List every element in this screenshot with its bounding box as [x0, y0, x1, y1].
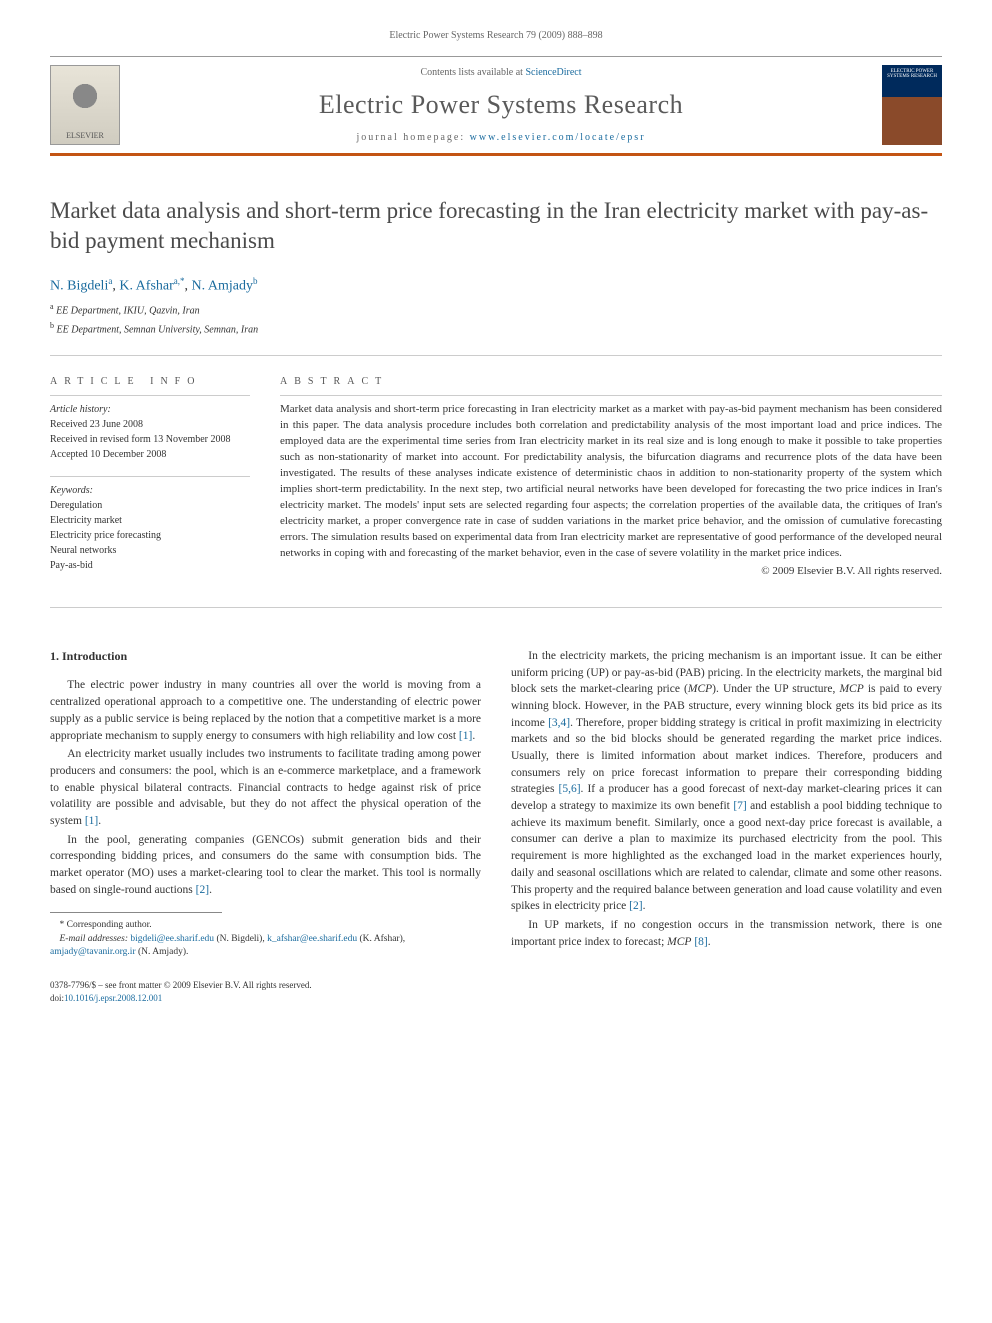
journal-cover-thumbnail: ELECTRIC POWER SYSTEMS RESEARCH — [882, 65, 942, 145]
contents-prefix: Contents lists available at — [420, 67, 525, 78]
body-columns: 1. Introduction The electric power indus… — [50, 648, 942, 959]
journal-footer: 0378-7796/$ – see front matter © 2009 El… — [50, 979, 942, 1004]
author-list: N. Bigdelia, K. Afshara,*, N. Amjadyb — [50, 276, 942, 295]
p5-mcp: MCP — [667, 936, 691, 948]
keywords-block: Keywords: Deregulation Electricity marke… — [50, 476, 250, 573]
keyword-5: Pay-as-bid — [50, 558, 250, 573]
journal-homepage: journal homepage: www.elsevier.com/locat… — [120, 132, 882, 143]
divider — [50, 355, 942, 356]
running-header: Electric Power Systems Research 79 (2009… — [50, 30, 942, 41]
aff-b-text: EE Department, Semnan University, Semnan… — [57, 324, 259, 335]
elsevier-logo: ELSEVIER — [50, 65, 120, 145]
aff-a-text: EE Department, IKIU, Qazvin, Iran — [56, 306, 200, 317]
paragraph-2: An electricity market usually includes t… — [50, 746, 481, 829]
article-info-header: article info — [50, 376, 250, 387]
p3-suffix: . — [209, 884, 212, 896]
keyword-4: Neural networks — [50, 543, 250, 558]
p4-mcp1: MCP — [688, 683, 712, 695]
homepage-prefix: journal homepage: — [356, 132, 469, 143]
author-1[interactable]: N. Bigdeli — [50, 278, 108, 293]
elsevier-tree-icon — [65, 81, 105, 131]
article-history-block: Article history: Received 23 June 2008 R… — [50, 395, 250, 462]
sciencedirect-link[interactable]: ScienceDirect — [525, 67, 581, 78]
received-date: Received 23 June 2008 — [50, 417, 250, 432]
affiliation-b: b EE Department, Semnan University, Semn… — [50, 321, 942, 335]
author-1-aff: a — [108, 276, 112, 286]
p1-suffix: . — [472, 730, 475, 742]
email-3-name: (N. Amjady). — [138, 947, 188, 957]
p1-text: The electric power industry in many coun… — [50, 679, 481, 741]
email-2-name: (K. Afshar), — [359, 934, 405, 944]
contents-available: Contents lists available at ScienceDirec… — [120, 67, 882, 78]
author-2-aff: a,* — [174, 276, 185, 286]
elsevier-label: ELSEVIER — [66, 131, 104, 140]
copyright-line: © 2009 Elsevier B.V. All rights reserved… — [280, 565, 942, 577]
abstract-text: Market data analysis and short-term pric… — [280, 402, 942, 561]
abstract-header: abstract — [280, 376, 942, 387]
homepage-link[interactable]: www.elsevier.com/locate/epsr — [470, 132, 646, 143]
paragraph-4: In the electricity markets, the pricing … — [511, 648, 942, 915]
email-label: E-mail addresses: — [60, 934, 129, 944]
p2-text: An electricity market usually includes t… — [50, 748, 481, 827]
doi-line: doi:10.1016/j.epsr.2008.12.001 — [50, 992, 942, 1005]
p4-mcp2: MCP — [839, 683, 863, 695]
keyword-1: Deregulation — [50, 498, 250, 513]
email-2[interactable]: k_afshar@ee.sharif.edu — [267, 934, 357, 944]
affiliation-a: a EE Department, IKIU, Qazvin, Iran — [50, 302, 942, 316]
divider-2 — [50, 607, 942, 608]
email-3[interactable]: amjady@tavanir.org.ir — [50, 947, 136, 957]
ref-link-1[interactable]: [1] — [459, 730, 472, 742]
journal-name: Electric Power Systems Research — [120, 90, 882, 120]
abstract-divider — [280, 395, 942, 396]
p4f: and establish a pool bidding technique t… — [511, 800, 942, 912]
ref-link-7[interactable]: [7] — [733, 800, 746, 812]
info-abstract-row: article info Article history: Received 2… — [50, 376, 942, 587]
keyword-3: Electricity price forecasting — [50, 528, 250, 543]
issn-line: 0378-7796/$ – see front matter © 2009 El… — [50, 979, 942, 992]
masthead-center: Contents lists available at ScienceDirec… — [120, 67, 882, 143]
cover-text: ELECTRIC POWER SYSTEMS RESEARCH — [886, 69, 938, 79]
p2-suffix: . — [98, 815, 101, 827]
body-column-left: 1. Introduction The electric power indus… — [50, 648, 481, 959]
doi-link[interactable]: 10.1016/j.epsr.2008.12.001 — [64, 993, 162, 1003]
p3-text: In the pool, generating companies (GENCO… — [50, 834, 481, 896]
author-3[interactable]: N. Amjady — [192, 278, 253, 293]
p5a: In UP markets, if no congestion occurs i… — [511, 919, 942, 948]
abstract-column: abstract Market data analysis and short-… — [280, 376, 942, 587]
ref-link-8[interactable]: [8] — [694, 936, 707, 948]
article-info-column: article info Article history: Received 2… — [50, 376, 250, 587]
ref-link-2[interactable]: [2] — [196, 884, 209, 896]
accepted-date: Accepted 10 December 2008 — [50, 447, 250, 462]
revised-date: Received in revised form 13 November 200… — [50, 432, 250, 447]
p4g: . — [643, 900, 646, 912]
keyword-2: Electricity market — [50, 513, 250, 528]
author-3-aff: b — [253, 276, 258, 286]
aff-a-sup: a — [50, 302, 54, 311]
corresponding-author: * Corresponding author. — [50, 919, 481, 932]
body-column-right: In the electricity markets, the pricing … — [511, 648, 942, 959]
ref-link-3-4[interactable]: [3,4] — [548, 717, 570, 729]
ref-link-1b[interactable]: [1] — [85, 815, 98, 827]
email-1[interactable]: bigdeli@ee.sharif.edu — [130, 934, 214, 944]
paragraph-1: The electric power industry in many coun… — [50, 677, 481, 744]
journal-masthead: ELSEVIER Contents lists available at Sci… — [50, 56, 942, 156]
article-title: Market data analysis and short-term pric… — [50, 196, 942, 256]
p4b: ). Under the UP structure, — [712, 683, 839, 695]
p5c: . — [708, 936, 711, 948]
section-1-heading: 1. Introduction — [50, 648, 481, 665]
ref-link-5-6[interactable]: [5,6] — [558, 783, 580, 795]
ref-link-2b[interactable]: [2] — [629, 900, 642, 912]
paragraph-5: In UP markets, if no congestion occurs i… — [511, 917, 942, 950]
aff-b-sup: b — [50, 321, 54, 330]
history-label: Article history: — [50, 402, 250, 417]
keywords-label: Keywords: — [50, 483, 250, 498]
footnote-divider — [50, 912, 222, 913]
paragraph-3: In the pool, generating companies (GENCO… — [50, 832, 481, 899]
email-1-name: (N. Bigdeli), — [216, 934, 264, 944]
author-2[interactable]: K. Afshar — [119, 278, 173, 293]
footnote-block: * Corresponding author. E-mail addresses… — [50, 919, 481, 959]
doi-prefix: doi: — [50, 993, 64, 1003]
email-addresses: E-mail addresses: bigdeli@ee.sharif.edu … — [50, 933, 481, 960]
